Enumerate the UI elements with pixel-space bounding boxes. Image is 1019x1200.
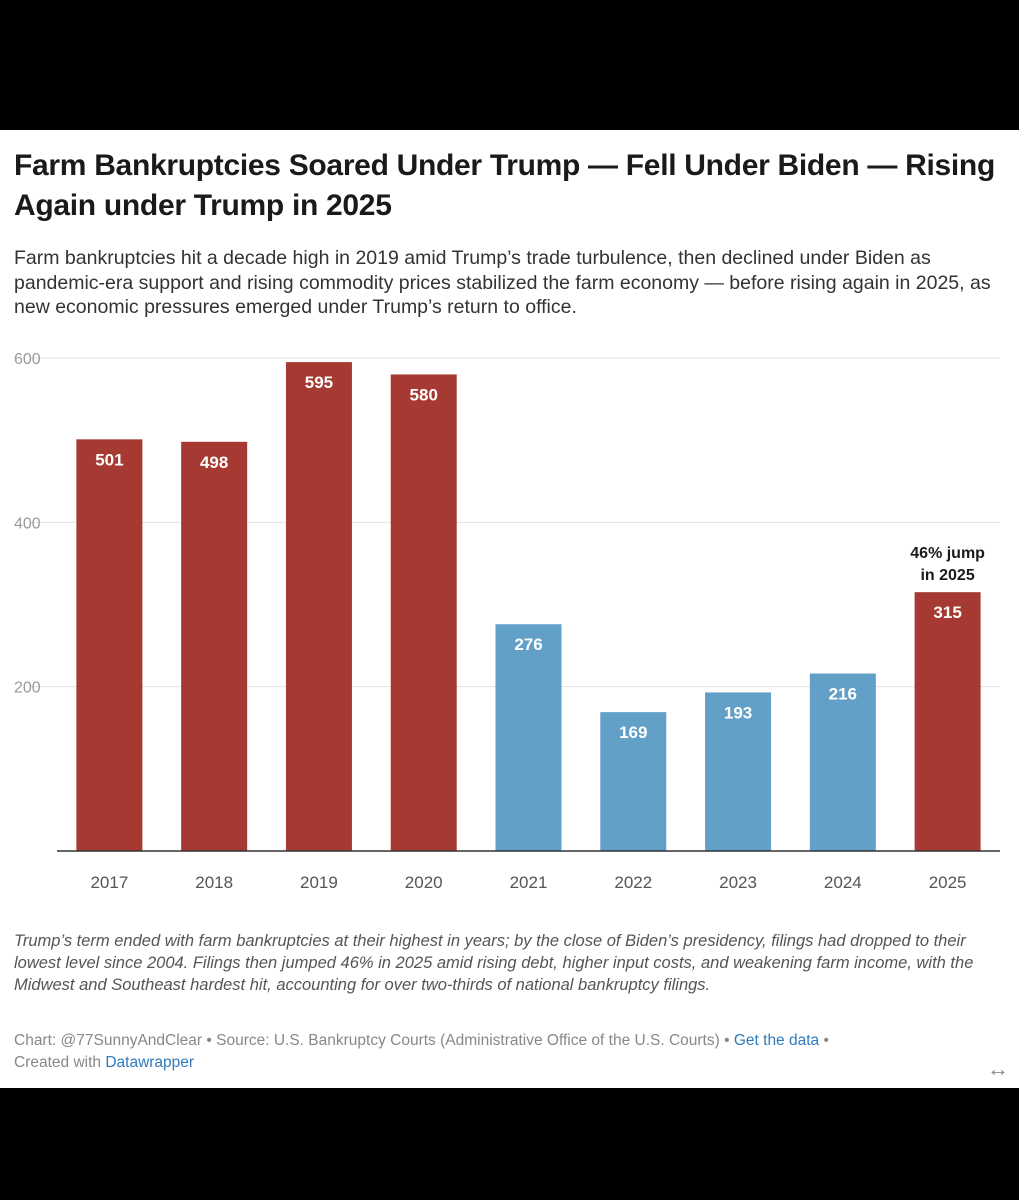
chart-footer: Chart: @77SunnyAndClear • Source: U.S. B… <box>14 1030 1004 1074</box>
bar <box>914 592 981 851</box>
bar <box>600 712 667 851</box>
x-tick-label: 2025 <box>929 873 967 892</box>
data-label: 276 <box>514 635 542 654</box>
chart-notes: Trump’s term ended with farm bankruptcie… <box>14 932 974 994</box>
bar <box>76 439 143 851</box>
chart-credit: Chart: @77SunnyAndClear <box>14 1032 203 1049</box>
data-label: 169 <box>619 723 647 742</box>
bar <box>181 441 248 851</box>
get-the-data-link[interactable]: Get the data <box>733 1032 820 1049</box>
data-label: 580 <box>410 385 438 404</box>
created-with-text: Created with <box>14 1054 102 1071</box>
bar <box>809 673 876 851</box>
data-label: 216 <box>829 685 857 704</box>
bar <box>390 374 457 851</box>
chart-card: Farm Bankruptcies Soared Under Trump — F… <box>0 130 1019 1088</box>
x-tick-label: 2023 <box>719 873 757 892</box>
footer-separator: • <box>206 1032 212 1049</box>
footer-separator: • <box>823 1032 829 1049</box>
source-text: Source: U.S. Bankruptcy Courts (Administ… <box>216 1032 720 1049</box>
x-tick-label: 2019 <box>300 873 338 892</box>
datawrapper-link[interactable]: Datawrapper <box>105 1054 195 1071</box>
annotation-label: 46% jump <box>910 545 985 562</box>
chart-title: Farm Bankruptcies Soared Under Trump — F… <box>14 149 995 222</box>
chart-subtitle: Farm bankruptcies hit a decade high in 2… <box>14 247 991 318</box>
data-label: 498 <box>200 453 228 472</box>
y-tick-label: 600 <box>14 351 41 368</box>
bar <box>285 362 352 851</box>
annotation-label: in 2025 <box>920 567 974 584</box>
bar <box>705 692 772 851</box>
bar <box>495 624 562 851</box>
data-label: 501 <box>95 450 123 469</box>
bar-chart: 200 400 600 501 2017 498 2018 595 2019 580 2020 276… <box>14 351 1000 892</box>
y-tick-label: 400 <box>14 515 41 532</box>
x-tick-label: 2020 <box>405 873 443 892</box>
x-tick-label: 2021 <box>510 873 548 892</box>
data-label: 315 <box>933 603 961 622</box>
data-label: 193 <box>724 703 752 722</box>
data-label: 595 <box>305 373 333 392</box>
x-tick-label: 2024 <box>824 873 862 892</box>
x-tick-label: 2018 <box>195 873 233 892</box>
x-tick-label: 2017 <box>90 873 128 892</box>
x-tick-label: 2022 <box>614 873 652 892</box>
footer-separator: • <box>724 1032 730 1049</box>
y-tick-label: 200 <box>14 680 41 697</box>
expand-icon[interactable]: ↔ <box>987 1056 1009 1081</box>
